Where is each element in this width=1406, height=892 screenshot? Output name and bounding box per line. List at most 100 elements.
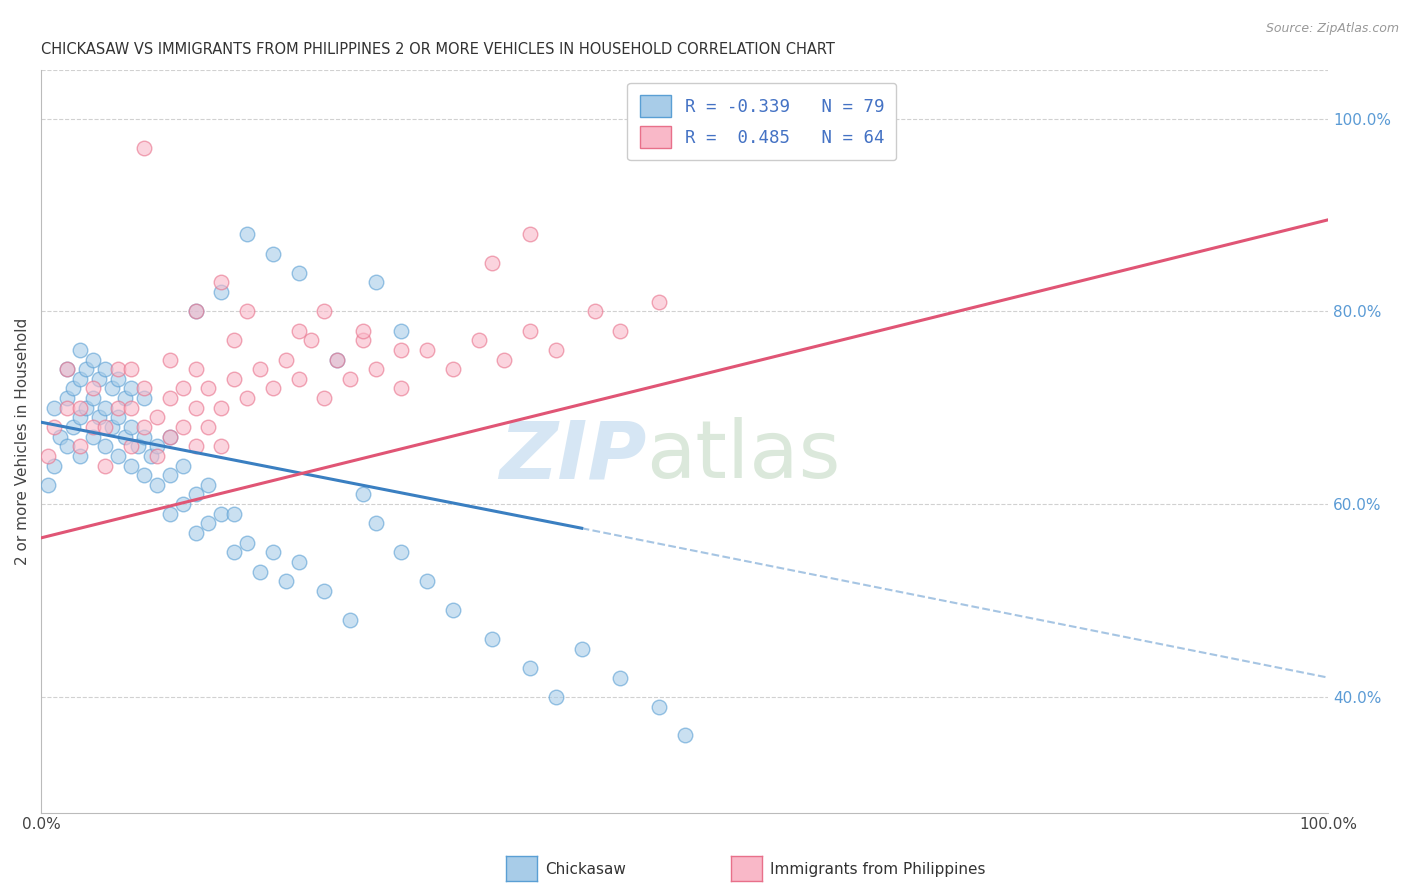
- Point: [120, 382, 142, 396]
- Point: [236, 535, 259, 549]
- Point: [184, 304, 207, 318]
- Point: [120, 458, 142, 473]
- Point: [114, 430, 136, 444]
- Point: [75, 401, 97, 415]
- Point: [391, 324, 413, 338]
- Text: Chickasaw: Chickasaw: [546, 863, 627, 877]
- Point: [262, 545, 284, 559]
- Point: [184, 439, 207, 453]
- Point: [481, 256, 503, 270]
- Point: [37, 478, 59, 492]
- Point: [107, 362, 129, 376]
- Point: [159, 430, 181, 444]
- Point: [69, 410, 91, 425]
- Point: [519, 227, 541, 242]
- Point: [224, 333, 246, 347]
- Point: [209, 507, 232, 521]
- Point: [391, 545, 413, 559]
- Point: [87, 410, 110, 425]
- Point: [146, 478, 169, 492]
- Point: [127, 439, 149, 453]
- Point: [62, 420, 84, 434]
- Point: [197, 382, 219, 396]
- Point: [94, 458, 117, 473]
- Point: [101, 382, 124, 396]
- Point: [159, 468, 181, 483]
- Point: [326, 352, 349, 367]
- Point: [49, 430, 72, 444]
- Point: [519, 324, 541, 338]
- Point: [249, 565, 271, 579]
- Point: [159, 507, 181, 521]
- Point: [75, 362, 97, 376]
- Point: [82, 420, 104, 434]
- Point: [146, 410, 169, 425]
- Point: [262, 246, 284, 260]
- Point: [416, 574, 439, 589]
- Point: [648, 294, 671, 309]
- Point: [236, 304, 259, 318]
- Point: [274, 574, 297, 589]
- Point: [69, 343, 91, 357]
- Point: [673, 728, 696, 742]
- Point: [224, 507, 246, 521]
- Point: [249, 362, 271, 376]
- Point: [274, 352, 297, 367]
- Point: [326, 352, 349, 367]
- Point: [42, 458, 65, 473]
- Point: [82, 430, 104, 444]
- Point: [544, 690, 567, 704]
- Point: [583, 304, 606, 318]
- Point: [146, 449, 169, 463]
- Point: [391, 382, 413, 396]
- Point: [314, 304, 336, 318]
- Point: [146, 439, 169, 453]
- Point: [391, 343, 413, 357]
- Point: [82, 391, 104, 405]
- Point: [56, 439, 79, 453]
- Point: [132, 140, 155, 154]
- Point: [519, 661, 541, 675]
- Point: [648, 699, 671, 714]
- Point: [184, 304, 207, 318]
- Point: [416, 343, 439, 357]
- Point: [82, 382, 104, 396]
- Point: [364, 362, 387, 376]
- Point: [69, 372, 91, 386]
- Point: [82, 352, 104, 367]
- Point: [262, 382, 284, 396]
- Point: [69, 401, 91, 415]
- Point: [609, 324, 631, 338]
- Point: [481, 632, 503, 646]
- Point: [364, 276, 387, 290]
- Point: [172, 382, 194, 396]
- Point: [224, 372, 246, 386]
- Point: [197, 420, 219, 434]
- Legend: R = -0.339   N = 79, R =  0.485   N = 64: R = -0.339 N = 79, R = 0.485 N = 64: [627, 83, 896, 161]
- Point: [120, 401, 142, 415]
- Point: [37, 449, 59, 463]
- Point: [69, 449, 91, 463]
- Point: [107, 401, 129, 415]
- Point: [441, 362, 464, 376]
- Point: [571, 641, 593, 656]
- Point: [299, 333, 322, 347]
- Point: [209, 285, 232, 299]
- Point: [609, 671, 631, 685]
- Point: [441, 603, 464, 617]
- Point: [209, 276, 232, 290]
- Point: [120, 362, 142, 376]
- Point: [287, 266, 309, 280]
- Y-axis label: 2 or more Vehicles in Household: 2 or more Vehicles in Household: [15, 318, 30, 566]
- Point: [172, 497, 194, 511]
- Point: [467, 333, 489, 347]
- Point: [56, 401, 79, 415]
- Point: [314, 391, 336, 405]
- Point: [101, 420, 124, 434]
- Point: [94, 401, 117, 415]
- Point: [287, 324, 309, 338]
- Point: [159, 352, 181, 367]
- Point: [209, 401, 232, 415]
- Point: [132, 382, 155, 396]
- Point: [364, 516, 387, 531]
